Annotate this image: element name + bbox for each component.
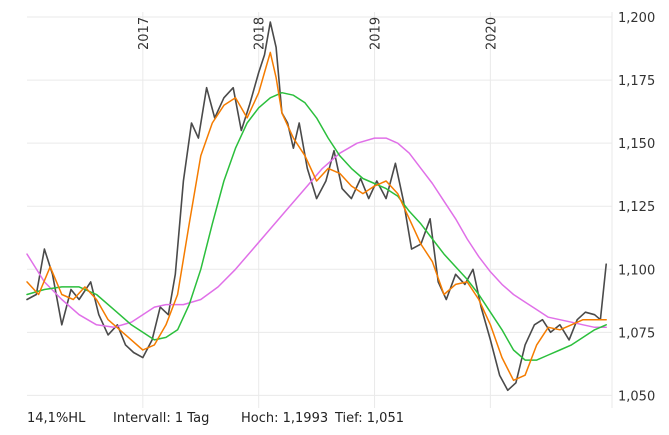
moving-average-line	[26, 137, 607, 329]
grid-layer	[27, 12, 613, 408]
moving-average-line	[26, 91, 607, 361]
x-tick-label: 2020	[484, 17, 499, 50]
y-tick-label: 1,075	[618, 326, 655, 341]
y-tick-label: 1,100	[618, 263, 655, 278]
chart-footer: 14,1%HL Intervall: 1 Tag Hoch: 1,1993 Ti…	[27, 411, 667, 431]
low-value-label: Tief: 1,051	[335, 411, 404, 426]
y-tick-label: 1,050	[618, 389, 655, 404]
moving-average-line	[26, 51, 607, 382]
y-tick-label: 1,150	[618, 137, 655, 152]
y-tick-label: 1,125	[618, 200, 655, 215]
x-tick-label: 2019	[369, 17, 384, 50]
series-layer	[26, 21, 608, 392]
y-axis: 1,050 1,075 1,100 1,125 1,150 1,175 1,200	[618, 11, 655, 404]
x-tick-label: 2018	[253, 17, 268, 50]
price-series-line	[26, 21, 608, 392]
x-tick-label: 2017	[137, 17, 152, 50]
y-tick-label: 1,175	[618, 74, 655, 89]
high-value-label: Hoch: 1,1993	[241, 411, 329, 426]
hl-range-label: 14,1%HL	[27, 411, 86, 426]
x-axis: 2017 2018 2019 2020	[137, 17, 500, 50]
y-tick-label: 1,200	[618, 11, 655, 26]
interval-label: Intervall: 1 Tag	[113, 411, 210, 426]
